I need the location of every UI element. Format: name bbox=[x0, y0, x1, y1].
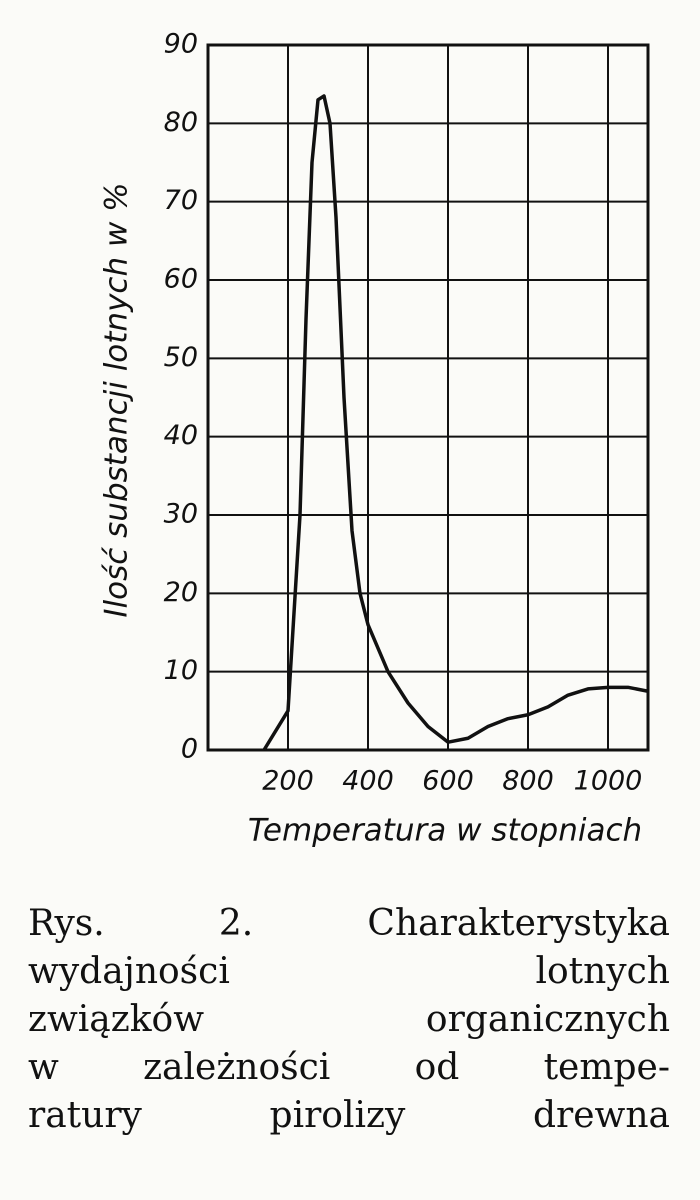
data-line bbox=[262, 94, 649, 751]
y-tick-label: 50 bbox=[164, 342, 198, 373]
y-tick-label: 60 bbox=[164, 264, 198, 295]
y-tick-label: 0 bbox=[181, 734, 198, 765]
y-tick-label: 20 bbox=[164, 577, 198, 608]
chart: Ilość substancji lotnych w % Temperatura… bbox=[99, 29, 650, 849]
caption: Rys. 2. Charakterystyka wydajności lotnyc… bbox=[28, 900, 670, 1140]
caption-line: wydajności lotnych bbox=[28, 951, 670, 992]
y-tick-label: 70 bbox=[164, 185, 198, 216]
x-tick-label: 200 bbox=[262, 766, 314, 797]
y-tick-label: 30 bbox=[164, 499, 198, 530]
y-tick-label: 90 bbox=[164, 29, 198, 60]
caption-line: Rys. 2. Charakterystyka bbox=[28, 903, 670, 944]
y-tick-label: 40 bbox=[164, 420, 198, 451]
x-axis-label: Temperatura w stopniach bbox=[248, 813, 642, 849]
x-tick-label: 400 bbox=[342, 766, 394, 797]
y-tick-label: 10 bbox=[164, 655, 198, 686]
caption-line: w zależności od tempe- bbox=[28, 1047, 670, 1088]
y-axis-label: Ilość substancji lotnych w % bbox=[99, 182, 135, 617]
x-tick-label: 600 bbox=[422, 766, 474, 797]
y-tick-label: 80 bbox=[164, 107, 198, 138]
caption-line: ratury pirolizy drewna bbox=[28, 1095, 670, 1136]
x-tick-label: 1000 bbox=[574, 766, 643, 797]
plot-frame bbox=[206, 43, 650, 752]
caption-line: związków organicznych bbox=[28, 999, 670, 1040]
x-tick-label: 800 bbox=[502, 766, 554, 797]
